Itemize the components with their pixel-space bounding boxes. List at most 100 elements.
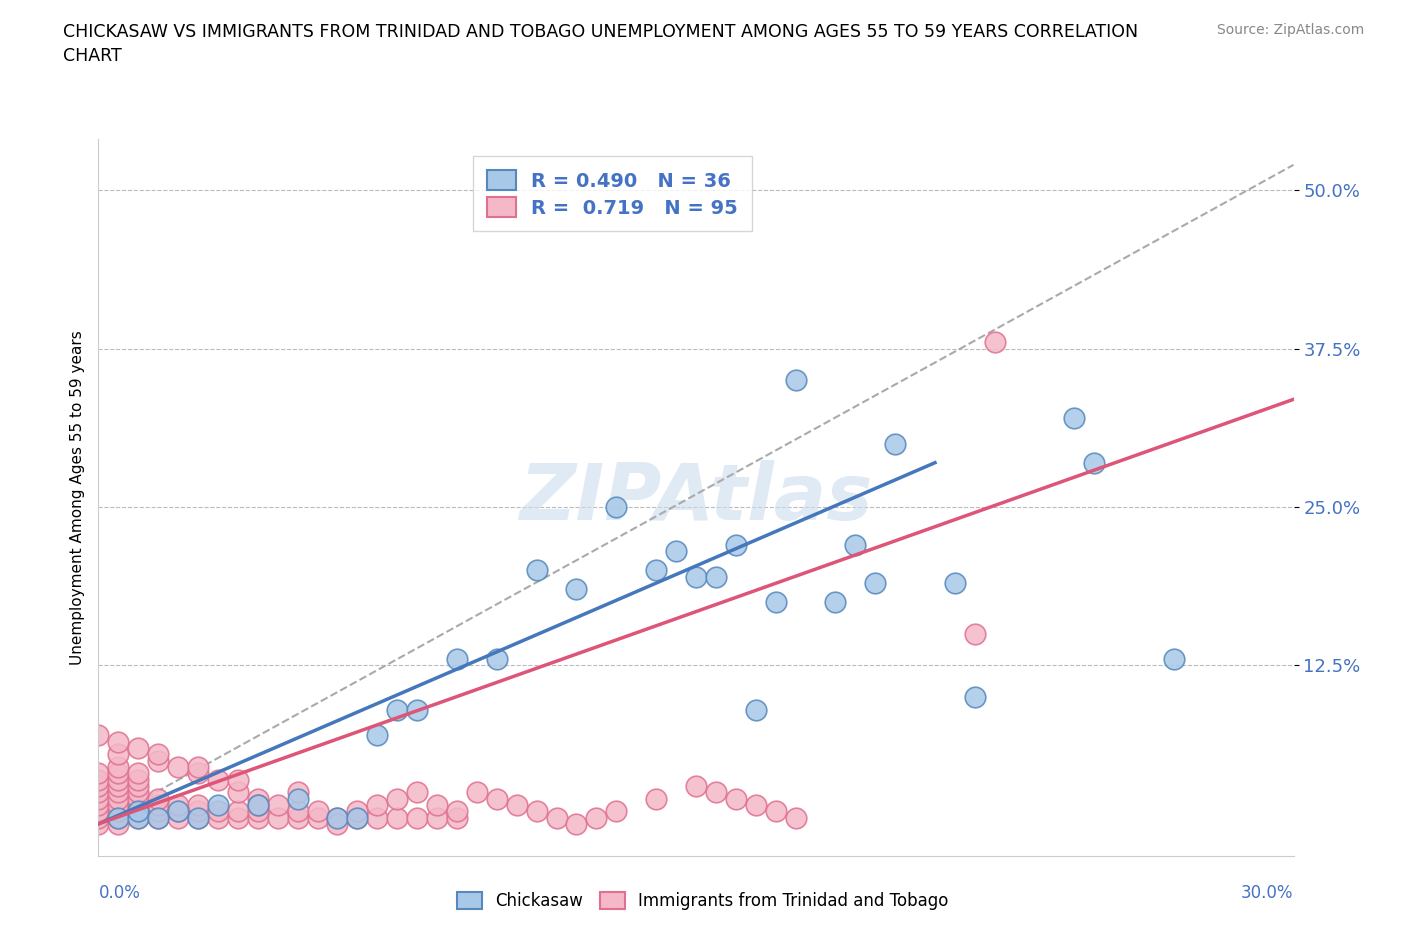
Point	[107, 804, 129, 818]
Point	[148, 797, 170, 812]
Point	[226, 810, 249, 825]
Point	[884, 436, 907, 451]
Point	[187, 804, 209, 818]
Point	[326, 810, 349, 825]
Point	[87, 785, 110, 800]
Point	[167, 804, 190, 818]
Point	[406, 810, 429, 825]
Point	[148, 810, 170, 825]
Point	[107, 785, 129, 800]
Point	[426, 797, 449, 812]
Point	[87, 817, 110, 831]
Point	[148, 804, 170, 818]
Point	[226, 772, 249, 787]
Point	[107, 747, 129, 762]
Text: Source: ZipAtlas.com: Source: ZipAtlas.com	[1216, 23, 1364, 37]
Point	[346, 810, 368, 825]
Point	[844, 538, 866, 552]
Point	[287, 791, 309, 806]
Point	[984, 335, 1007, 350]
Point	[87, 797, 110, 812]
Point	[148, 791, 170, 806]
Point	[148, 747, 170, 762]
Point	[1083, 456, 1105, 471]
Point	[107, 817, 129, 831]
Point	[107, 810, 129, 825]
Legend: R = 0.490   N = 36, R =  0.719   N = 95: R = 0.490 N = 36, R = 0.719 N = 95	[472, 156, 752, 232]
Point	[127, 804, 149, 818]
Point	[645, 791, 668, 806]
Point	[1063, 411, 1085, 426]
Point	[187, 797, 209, 812]
Point	[346, 810, 368, 825]
Point	[645, 563, 668, 578]
Point	[127, 791, 149, 806]
Point	[406, 785, 429, 800]
Point	[565, 817, 588, 831]
Point	[107, 772, 129, 787]
Point	[446, 804, 468, 818]
Point	[127, 772, 149, 787]
Point	[605, 499, 627, 514]
Point	[446, 652, 468, 667]
Point	[87, 791, 110, 806]
Point	[326, 810, 349, 825]
Point	[107, 734, 129, 749]
Point	[87, 810, 110, 825]
Point	[87, 804, 110, 818]
Point	[406, 702, 429, 717]
Point	[107, 791, 129, 806]
Point	[685, 778, 707, 793]
Point	[87, 765, 110, 780]
Point	[187, 810, 209, 825]
Point	[785, 373, 807, 388]
Point	[87, 728, 110, 743]
Point	[385, 810, 409, 825]
Y-axis label: Unemployment Among Ages 55 to 59 years: Unemployment Among Ages 55 to 59 years	[69, 330, 84, 665]
Point	[127, 785, 149, 800]
Point	[127, 804, 149, 818]
Point	[246, 791, 269, 806]
Point	[246, 797, 269, 812]
Point	[87, 778, 110, 793]
Point	[287, 810, 309, 825]
Point	[107, 760, 129, 775]
Point	[326, 817, 349, 831]
Point	[246, 810, 269, 825]
Point	[127, 778, 149, 793]
Point	[187, 765, 209, 780]
Point	[207, 772, 229, 787]
Point	[287, 804, 309, 818]
Point	[148, 810, 170, 825]
Point	[107, 765, 129, 780]
Text: 0.0%: 0.0%	[98, 884, 141, 902]
Point	[127, 810, 149, 825]
Point	[207, 804, 229, 818]
Point	[765, 804, 787, 818]
Point	[546, 810, 568, 825]
Point	[526, 563, 548, 578]
Point	[465, 785, 488, 800]
Point	[943, 576, 966, 591]
Point	[246, 804, 269, 818]
Point	[366, 810, 388, 825]
Point	[565, 582, 588, 597]
Point	[167, 760, 190, 775]
Point	[187, 760, 209, 775]
Legend: Chickasaw, Immigrants from Trinidad and Tobago: Chickasaw, Immigrants from Trinidad and …	[450, 885, 956, 917]
Point	[963, 690, 986, 705]
Point	[446, 810, 468, 825]
Point	[246, 797, 269, 812]
Point	[585, 810, 607, 825]
Text: CHICKASAW VS IMMIGRANTS FROM TRINIDAD AND TOBAGO UNEMPLOYMENT AMONG AGES 55 TO 5: CHICKASAW VS IMMIGRANTS FROM TRINIDAD AN…	[63, 23, 1139, 65]
Point	[167, 797, 190, 812]
Point	[127, 740, 149, 755]
Point	[107, 810, 129, 825]
Text: ZIPAtlas: ZIPAtlas	[519, 459, 873, 536]
Point	[963, 627, 986, 642]
Point	[107, 778, 129, 793]
Point	[167, 810, 190, 825]
Point	[506, 797, 529, 812]
Point	[1163, 652, 1185, 667]
Point	[385, 791, 409, 806]
